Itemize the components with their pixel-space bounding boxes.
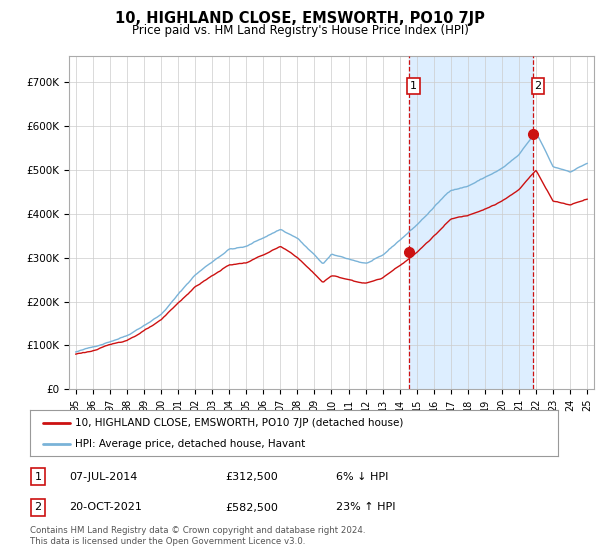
Text: 6% ↓ HPI: 6% ↓ HPI bbox=[336, 472, 389, 482]
Text: 1: 1 bbox=[34, 472, 41, 482]
Text: 2: 2 bbox=[535, 81, 541, 91]
Text: £312,500: £312,500 bbox=[226, 472, 278, 482]
Text: 23% ↑ HPI: 23% ↑ HPI bbox=[336, 502, 396, 512]
Text: £582,500: £582,500 bbox=[226, 502, 278, 512]
Bar bbox=[409, 56, 533, 389]
Text: Price paid vs. HM Land Registry's House Price Index (HPI): Price paid vs. HM Land Registry's House … bbox=[131, 24, 469, 36]
Text: 10, HIGHLAND CLOSE, EMSWORTH, PO10 7JP: 10, HIGHLAND CLOSE, EMSWORTH, PO10 7JP bbox=[115, 11, 485, 26]
Text: 2: 2 bbox=[34, 502, 41, 512]
Text: Contains HM Land Registry data © Crown copyright and database right 2024.
This d: Contains HM Land Registry data © Crown c… bbox=[30, 526, 365, 546]
Text: HPI: Average price, detached house, Havant: HPI: Average price, detached house, Hava… bbox=[75, 439, 305, 449]
Text: 20-OCT-2021: 20-OCT-2021 bbox=[70, 502, 142, 512]
Text: 10, HIGHLAND CLOSE, EMSWORTH, PO10 7JP (detached house): 10, HIGHLAND CLOSE, EMSWORTH, PO10 7JP (… bbox=[75, 418, 403, 428]
Text: 07-JUL-2014: 07-JUL-2014 bbox=[70, 472, 138, 482]
Text: 1: 1 bbox=[410, 81, 417, 91]
